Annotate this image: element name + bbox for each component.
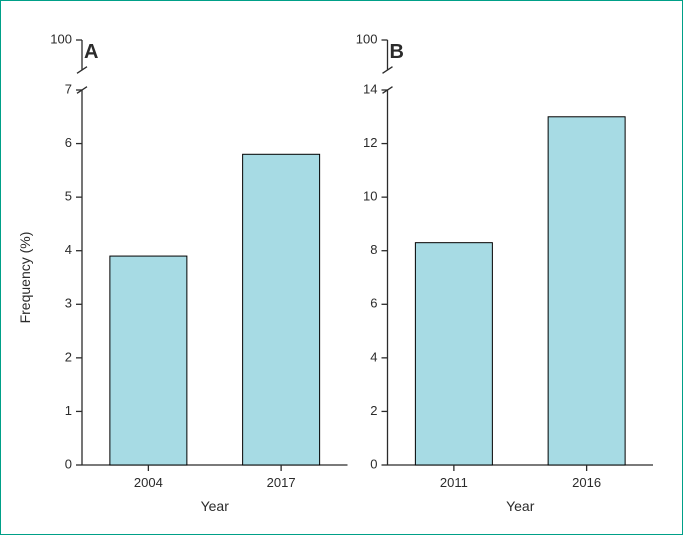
y-tick-label: 12	[363, 135, 377, 150]
y-tick-label: 1	[65, 403, 72, 418]
panel-title: B	[390, 41, 404, 63]
bar	[110, 256, 187, 465]
x-axis-label: Year	[201, 498, 230, 514]
bar	[415, 243, 492, 465]
panel-title: A	[84, 41, 98, 63]
y-tick-upper-label: 100	[50, 31, 72, 46]
x-tick-label: 2016	[572, 475, 601, 490]
y-tick-label: 4	[370, 349, 377, 364]
y-tick-label: 0	[65, 456, 72, 471]
bar	[243, 154, 320, 465]
y-tick-label: 10	[363, 189, 377, 204]
x-tick-label: 2011	[440, 475, 468, 490]
y-tick-label: 7	[65, 81, 72, 96]
y-tick-label: 6	[370, 296, 377, 311]
y-tick-label: 4	[65, 242, 72, 257]
y-tick-label: 6	[65, 135, 72, 150]
y-tick-label: 0	[370, 456, 377, 471]
y-tick-label: 2	[370, 403, 377, 418]
y-tick-label: 8	[370, 242, 377, 257]
bar	[548, 117, 625, 465]
y-axis-label: Frequency (%)	[17, 232, 33, 324]
y-tick-label: 3	[65, 296, 72, 311]
y-tick-label: 5	[65, 189, 72, 204]
figure-container: A0123456710020042017YearFrequency (%)B02…	[0, 0, 683, 535]
figure-svg: A0123456710020042017YearFrequency (%)B02…	[0, 0, 683, 535]
x-axis-label: Year	[506, 498, 535, 514]
y-tick-label: 2	[65, 349, 72, 364]
x-tick-label: 2004	[134, 475, 163, 490]
y-tick-label: 14	[363, 81, 377, 96]
x-tick-label: 2017	[267, 475, 296, 490]
y-tick-upper-label: 100	[356, 31, 378, 46]
